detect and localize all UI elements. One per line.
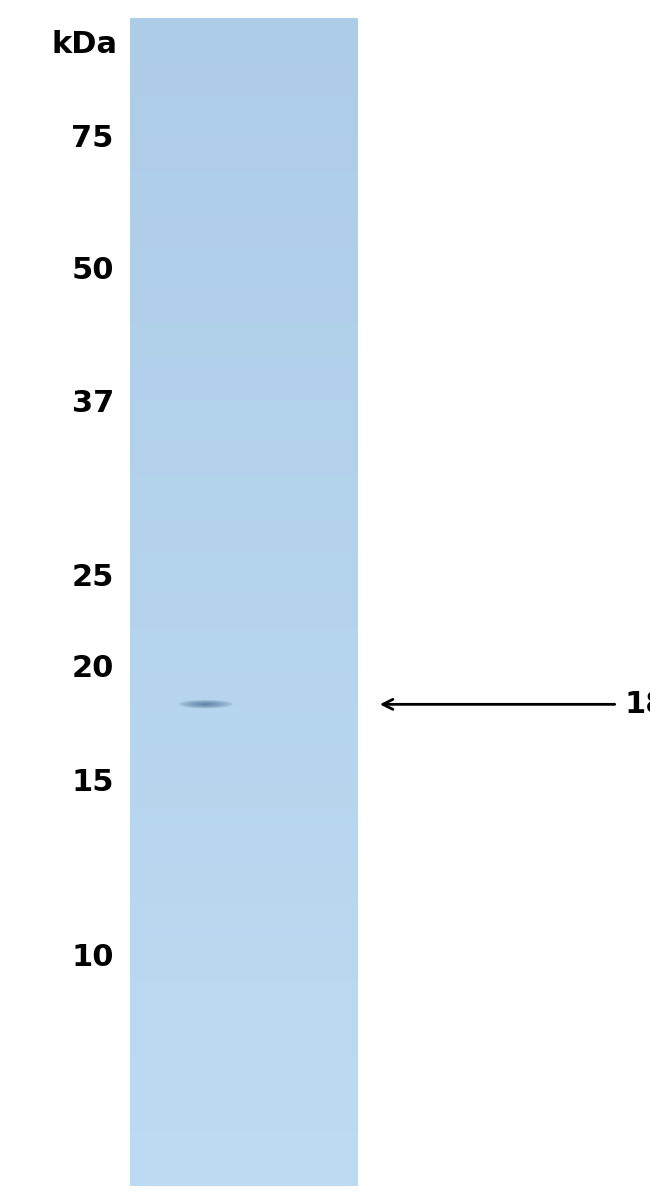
- Text: 15: 15: [72, 768, 114, 797]
- Text: 18kDa: 18kDa: [624, 690, 650, 719]
- Text: 25: 25: [72, 563, 114, 592]
- Text: 20: 20: [72, 654, 114, 683]
- Text: 10: 10: [72, 943, 114, 972]
- Text: 50: 50: [72, 256, 114, 285]
- Text: kDa: kDa: [51, 30, 117, 59]
- Text: 75: 75: [72, 124, 114, 153]
- Text: 37: 37: [72, 389, 114, 418]
